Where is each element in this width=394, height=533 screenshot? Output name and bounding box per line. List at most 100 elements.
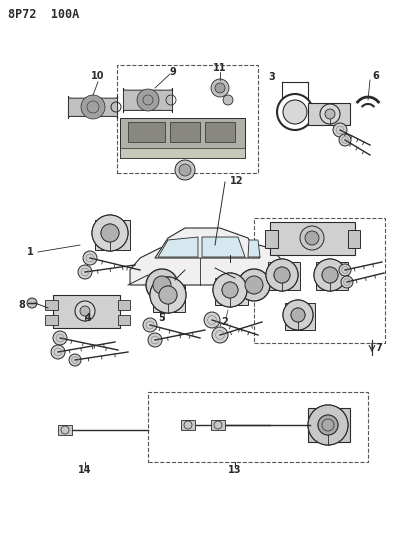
Ellipse shape bbox=[204, 312, 220, 328]
Ellipse shape bbox=[314, 259, 346, 291]
Ellipse shape bbox=[148, 333, 162, 347]
Ellipse shape bbox=[308, 405, 348, 445]
Ellipse shape bbox=[137, 89, 159, 111]
Ellipse shape bbox=[318, 415, 338, 435]
Ellipse shape bbox=[333, 123, 347, 137]
Bar bbox=[148, 392, 368, 462]
Ellipse shape bbox=[69, 354, 81, 366]
Ellipse shape bbox=[341, 276, 353, 288]
Ellipse shape bbox=[339, 134, 351, 146]
Text: 6: 6 bbox=[373, 71, 379, 81]
Bar bbox=[120, 118, 245, 158]
Bar bbox=[181, 420, 195, 430]
Polygon shape bbox=[202, 237, 245, 257]
Bar bbox=[118, 300, 130, 310]
Bar bbox=[120, 148, 245, 158]
Ellipse shape bbox=[101, 224, 119, 242]
Bar bbox=[254, 218, 385, 343]
Text: 11: 11 bbox=[213, 63, 227, 73]
Bar bbox=[316, 262, 348, 290]
Ellipse shape bbox=[92, 215, 128, 251]
Ellipse shape bbox=[283, 300, 313, 330]
Ellipse shape bbox=[179, 164, 191, 176]
Polygon shape bbox=[248, 240, 260, 257]
Ellipse shape bbox=[238, 269, 270, 301]
Bar bbox=[205, 122, 235, 142]
Ellipse shape bbox=[175, 160, 195, 180]
Ellipse shape bbox=[213, 273, 247, 307]
Text: 10: 10 bbox=[91, 71, 105, 81]
Ellipse shape bbox=[318, 415, 338, 435]
Ellipse shape bbox=[159, 286, 177, 304]
Bar bbox=[308, 408, 350, 442]
Text: 8P72  100A: 8P72 100A bbox=[8, 8, 79, 21]
Bar bbox=[153, 285, 185, 312]
FancyBboxPatch shape bbox=[69, 96, 117, 118]
Ellipse shape bbox=[291, 308, 305, 322]
Bar bbox=[45, 315, 58, 325]
Ellipse shape bbox=[322, 267, 338, 283]
Polygon shape bbox=[155, 228, 260, 258]
Ellipse shape bbox=[80, 306, 90, 316]
Bar bbox=[211, 420, 225, 430]
Text: 13: 13 bbox=[228, 465, 242, 475]
Ellipse shape bbox=[274, 267, 290, 283]
Ellipse shape bbox=[83, 251, 97, 265]
Ellipse shape bbox=[222, 282, 238, 298]
Ellipse shape bbox=[146, 269, 178, 301]
Polygon shape bbox=[130, 240, 285, 285]
Bar bbox=[215, 278, 248, 305]
Ellipse shape bbox=[222, 282, 238, 298]
Ellipse shape bbox=[101, 224, 119, 242]
Ellipse shape bbox=[322, 267, 338, 283]
Bar bbox=[308, 103, 350, 125]
Ellipse shape bbox=[78, 265, 92, 279]
Bar bbox=[268, 262, 300, 290]
Ellipse shape bbox=[150, 277, 186, 313]
Polygon shape bbox=[158, 237, 198, 257]
Bar bbox=[128, 122, 165, 142]
Ellipse shape bbox=[274, 267, 290, 283]
Ellipse shape bbox=[53, 331, 67, 345]
Ellipse shape bbox=[223, 95, 233, 105]
Ellipse shape bbox=[300, 226, 324, 250]
Text: 7: 7 bbox=[375, 343, 382, 353]
Ellipse shape bbox=[75, 301, 95, 321]
Ellipse shape bbox=[143, 318, 157, 332]
Bar bbox=[95, 220, 130, 250]
Ellipse shape bbox=[308, 405, 348, 445]
Bar bbox=[118, 315, 130, 325]
FancyBboxPatch shape bbox=[123, 88, 173, 112]
Ellipse shape bbox=[320, 104, 340, 124]
Text: 3: 3 bbox=[269, 72, 275, 82]
Ellipse shape bbox=[27, 298, 37, 308]
Ellipse shape bbox=[51, 345, 65, 359]
Ellipse shape bbox=[283, 300, 313, 330]
Bar bbox=[170, 122, 200, 142]
Text: 9: 9 bbox=[170, 67, 177, 77]
Bar bbox=[53, 295, 120, 328]
Ellipse shape bbox=[92, 215, 128, 251]
Ellipse shape bbox=[153, 276, 171, 294]
Ellipse shape bbox=[283, 100, 307, 124]
Text: 4: 4 bbox=[85, 313, 91, 323]
Ellipse shape bbox=[81, 95, 105, 119]
Ellipse shape bbox=[212, 327, 228, 343]
Ellipse shape bbox=[305, 231, 319, 245]
Ellipse shape bbox=[291, 308, 305, 322]
Ellipse shape bbox=[211, 79, 229, 97]
Ellipse shape bbox=[150, 277, 186, 313]
Ellipse shape bbox=[325, 109, 335, 119]
Ellipse shape bbox=[314, 259, 346, 291]
Text: 12: 12 bbox=[230, 176, 244, 186]
Text: 1: 1 bbox=[27, 247, 33, 257]
Text: 14: 14 bbox=[78, 465, 92, 475]
Ellipse shape bbox=[215, 83, 225, 93]
Bar bbox=[348, 230, 360, 248]
Ellipse shape bbox=[159, 286, 177, 304]
Text: 5: 5 bbox=[159, 313, 165, 323]
Ellipse shape bbox=[213, 273, 247, 307]
Text: 8: 8 bbox=[19, 300, 26, 310]
Bar bbox=[117, 65, 258, 173]
Bar bbox=[58, 425, 72, 435]
